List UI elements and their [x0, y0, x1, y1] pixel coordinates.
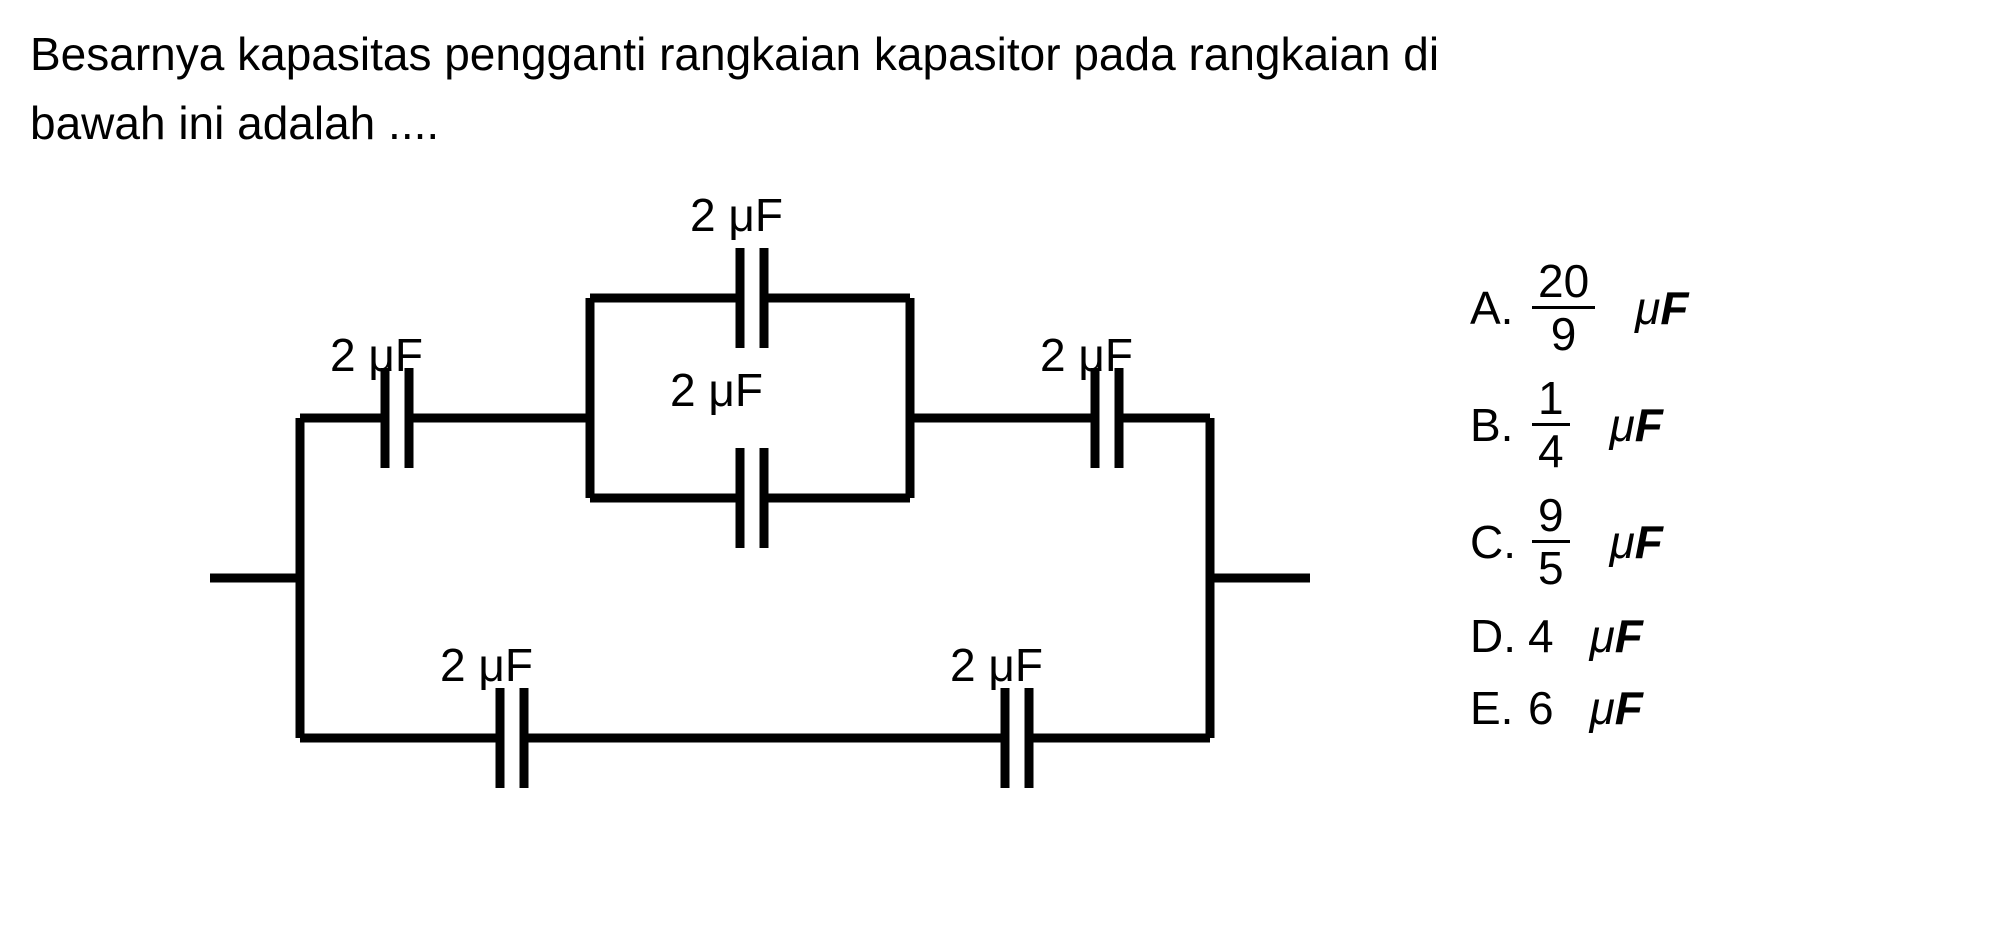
- answer-letter: D.: [1470, 609, 1520, 663]
- answer-unit: μF: [1610, 398, 1663, 452]
- cap-label-c2-bot: 2 μF: [670, 363, 763, 417]
- content-row: 2 μF 2 μF 2 μF 2 μF 2 μF 2 μF A. 20 9 μF…: [30, 178, 1979, 858]
- cap-label-c5: 2 μF: [950, 638, 1043, 692]
- fraction-num: 9: [1532, 492, 1570, 543]
- answer-choices: A. 20 9 μF B. 1 4 μF C. 9 5 μF D. 4: [1470, 258, 1688, 735]
- answer-value: 4: [1528, 609, 1554, 663]
- answer-a: A. 20 9 μF: [1470, 258, 1688, 357]
- fraction: 20 9: [1532, 258, 1595, 357]
- answer-b: B. 1 4 μF: [1470, 375, 1688, 474]
- answer-e: E. 6 μF: [1470, 681, 1688, 735]
- answer-d: D. 4 μF: [1470, 609, 1688, 663]
- answer-value: 6: [1528, 681, 1554, 735]
- answer-c: C. 9 5 μF: [1470, 492, 1688, 591]
- answer-unit: μF: [1590, 681, 1643, 735]
- circuit-svg: [210, 178, 1410, 858]
- cap-label-c3: 2 μF: [1040, 328, 1133, 382]
- answer-unit: μF: [1635, 281, 1688, 335]
- answer-letter: A.: [1470, 281, 1520, 335]
- fraction-num: 1: [1532, 375, 1570, 426]
- answer-letter: B.: [1470, 398, 1520, 452]
- cap-label-c4: 2 μF: [440, 638, 533, 692]
- fraction-num: 20: [1532, 258, 1595, 309]
- answer-letter: E.: [1470, 681, 1520, 735]
- fraction: 9 5: [1532, 492, 1570, 591]
- fraction-den: 9: [1551, 309, 1577, 357]
- question-line1: Besarnya kapasitas pengganti rangkaian k…: [30, 28, 1439, 80]
- fraction-den: 4: [1538, 426, 1564, 474]
- answer-unit: μF: [1590, 609, 1643, 663]
- answer-unit: μF: [1610, 515, 1663, 569]
- circuit-diagram: 2 μF 2 μF 2 μF 2 μF 2 μF 2 μF: [210, 178, 1410, 858]
- cap-label-c2-top: 2 μF: [690, 188, 783, 242]
- question-text: Besarnya kapasitas pengganti rangkaian k…: [30, 20, 1979, 158]
- fraction: 1 4: [1532, 375, 1570, 474]
- fraction-den: 5: [1538, 543, 1564, 591]
- question-line2: bawah ini adalah ....: [30, 97, 439, 149]
- answer-letter: C.: [1470, 515, 1520, 569]
- cap-label-c1: 2 μF: [330, 328, 423, 382]
